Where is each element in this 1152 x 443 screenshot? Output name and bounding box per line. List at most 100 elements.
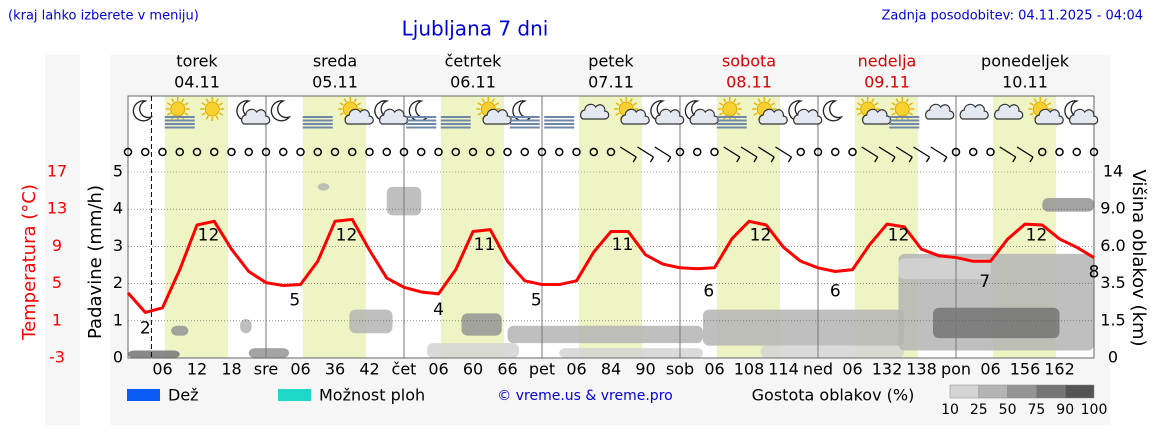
wind-calm bbox=[1055, 147, 1064, 157]
density-swatch bbox=[949, 384, 980, 399]
wind-calm bbox=[951, 147, 961, 157]
wind-calm bbox=[330, 147, 340, 157]
cloud-layer bbox=[559, 348, 703, 358]
temp-tick-label: -3 bbox=[49, 348, 65, 367]
icon-ray bbox=[166, 112, 172, 116]
x-tick-label: 06 bbox=[704, 360, 724, 379]
wind-calm bbox=[486, 147, 495, 157]
temperature-label: 12 bbox=[336, 226, 358, 246]
cloud-layer bbox=[1042, 198, 1094, 212]
icon-cloud bbox=[862, 108, 892, 125]
wind-calm bbox=[123, 147, 133, 157]
x-tick-label: 84 bbox=[601, 360, 621, 379]
icon-sun bbox=[204, 101, 220, 117]
y2-tick-label: 0 bbox=[1108, 348, 1118, 367]
icon-sun bbox=[170, 101, 186, 117]
day-name: ponedeljek bbox=[981, 52, 1070, 71]
x-tick-label: 156 bbox=[1010, 360, 1041, 379]
temperature-line bbox=[126, 217, 1095, 314]
day-date: 05.11 bbox=[312, 73, 358, 92]
wind-calm bbox=[537, 147, 547, 157]
icon-ray bbox=[615, 102, 620, 106]
x-tick-label: 42 bbox=[359, 360, 379, 379]
temp-tick-label: 9 bbox=[52, 236, 62, 255]
wind-calm bbox=[227, 147, 236, 157]
x-tick-label: 06 bbox=[290, 360, 310, 379]
icon-ray bbox=[905, 98, 909, 103]
wind-calm bbox=[261, 147, 271, 157]
icon-ray bbox=[629, 98, 633, 103]
icon-ray bbox=[171, 98, 175, 103]
x-tick-label: pet bbox=[529, 360, 555, 379]
day-date: 06.11 bbox=[450, 73, 496, 92]
wind-barb bbox=[619, 146, 637, 163]
icon-ray bbox=[736, 102, 741, 106]
icon-cloud bbox=[925, 103, 955, 120]
wind-calm bbox=[710, 147, 719, 157]
wind-calm bbox=[434, 147, 443, 157]
icon-ray bbox=[339, 112, 344, 116]
x-tick-label: sob bbox=[666, 360, 694, 379]
wind-calm bbox=[675, 147, 685, 157]
x-tick-label: 60 bbox=[463, 360, 483, 379]
icon-ray bbox=[874, 102, 879, 106]
x-tick-label: 18 bbox=[221, 360, 241, 379]
icon-ray bbox=[891, 102, 896, 106]
cloud-layer bbox=[171, 325, 189, 336]
x-tick-label: 36 bbox=[325, 360, 345, 379]
density-swatch bbox=[1007, 384, 1037, 399]
icon-ray bbox=[201, 102, 206, 106]
y-tick-label: 5 bbox=[113, 162, 123, 181]
wind-calm bbox=[693, 147, 702, 157]
day-name: nedelja bbox=[858, 52, 917, 71]
icon-ray bbox=[1033, 98, 1037, 103]
y-tick-label: 0 bbox=[113, 348, 123, 367]
temperature-label: 5 bbox=[531, 291, 542, 311]
icon-ray bbox=[733, 98, 737, 103]
cloud-layer bbox=[461, 313, 502, 336]
icon-ray bbox=[205, 98, 209, 103]
y2-tick-label: 9.0 bbox=[1100, 199, 1125, 218]
density-swatch bbox=[1064, 384, 1095, 399]
y-tick-label: 1 bbox=[113, 310, 123, 329]
icon-ray bbox=[184, 112, 189, 116]
wind-calm bbox=[831, 147, 840, 157]
cloud-axis-title: Višina oblakov (km) bbox=[1128, 169, 1149, 346]
x-tick-label: 06 bbox=[428, 360, 448, 379]
wind-calm bbox=[382, 147, 391, 157]
icon-ray bbox=[181, 98, 185, 103]
icon-ray bbox=[1029, 102, 1034, 106]
day-name: sreda bbox=[313, 52, 357, 71]
icon-moon bbox=[270, 100, 292, 122]
wind-calm bbox=[1089, 147, 1099, 157]
icon-moon bbox=[512, 100, 533, 122]
icon-cloud bbox=[959, 103, 989, 120]
x-tick-label: 06 bbox=[152, 360, 172, 379]
day-date: 04.11 bbox=[174, 73, 220, 92]
wind-barb bbox=[740, 146, 758, 163]
icon-ray bbox=[718, 112, 724, 116]
temp-axis-title: Temperatura (°C) bbox=[19, 184, 40, 341]
icon-ray bbox=[871, 98, 875, 103]
icon-ray bbox=[767, 98, 771, 103]
icon-cloud bbox=[689, 108, 719, 125]
x-tick-label: 06 bbox=[980, 360, 1000, 379]
wind-calm bbox=[813, 147, 823, 157]
wind-calm bbox=[158, 147, 167, 157]
temperature-label: 12 bbox=[198, 226, 220, 246]
updated: Zadnja posodobitev: 04.11.2025 - 04:04 bbox=[881, 9, 1143, 24]
icon-ray bbox=[339, 102, 344, 106]
icon-ray bbox=[494, 102, 500, 106]
wind-calm bbox=[589, 147, 598, 157]
temp-panel bbox=[45, 55, 80, 425]
icon-ray bbox=[343, 98, 347, 103]
cloud-layer bbox=[240, 318, 252, 334]
wind-barb bbox=[999, 146, 1017, 163]
temperature-label: 2 bbox=[140, 319, 151, 339]
wind-barb bbox=[757, 146, 775, 163]
icon-ray bbox=[615, 112, 620, 116]
temperature-label: 6 bbox=[703, 281, 714, 301]
wind-calm bbox=[399, 147, 409, 157]
icon-ray bbox=[861, 98, 865, 103]
icon-cloud bbox=[1034, 108, 1064, 125]
